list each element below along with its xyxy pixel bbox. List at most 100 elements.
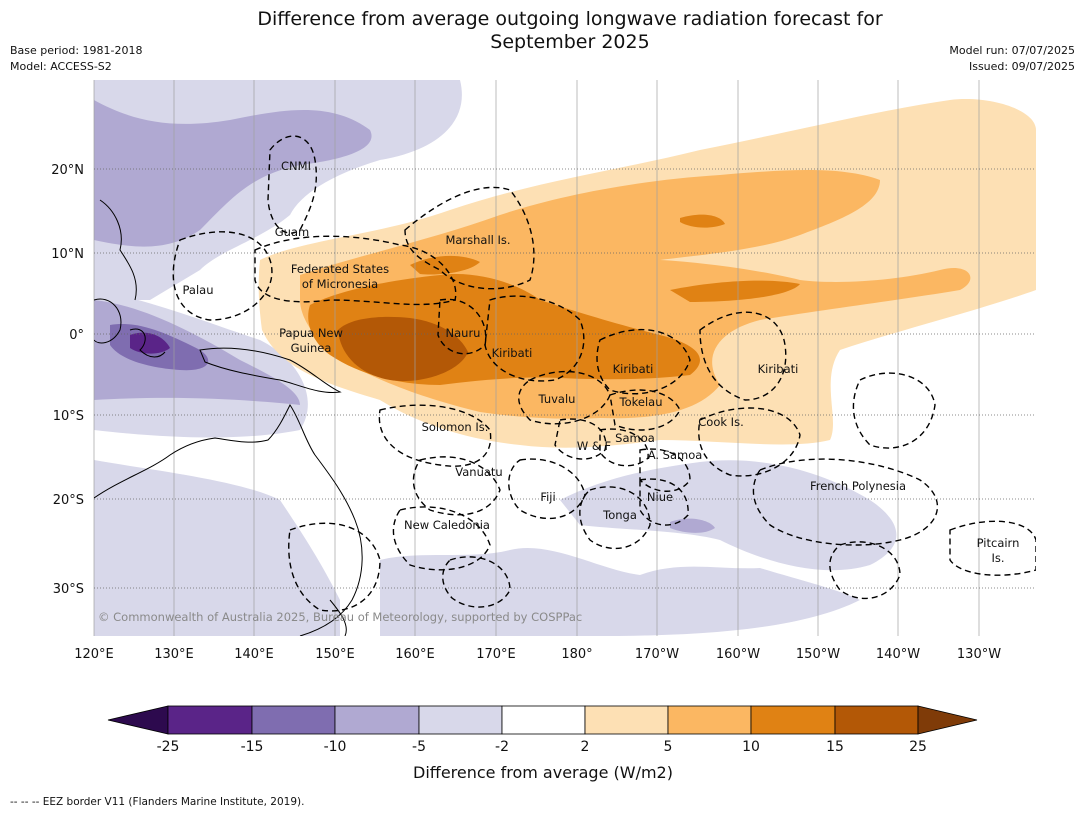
anomaly-field [94,80,1036,636]
colorbar-tick: -10 [324,739,347,755]
colorbar: -25 -15 -10 -5 -2 2 5 10 15 25 Differenc… [107,705,978,782]
label-niue: Niue [647,490,673,504]
label-pitcairn-line2: Is. [991,551,1004,565]
colorbar-tick: 2 [581,739,590,755]
colorbar-segment [501,705,586,735]
colorbar-segment [334,705,420,735]
lon-label: 170°E [476,647,516,662]
issued-date: Issued: 09/07/2025 [968,60,1075,73]
lat-label: 30°S [53,582,84,597]
label-palau: Palau [183,283,214,297]
colorbar-segment [834,705,919,735]
anomaly-neg5-southpac [670,518,715,533]
sulawesi-coast [129,328,166,358]
label-samoa: Samoa [615,431,655,445]
colorbar-segment [418,705,503,735]
copyright-notice: © Commonwealth of Australia 2025, Bureau… [98,610,582,624]
anomaly-neg2-southpac [560,460,897,571]
label-vanuatu: Vanuatu [455,465,502,479]
lon-label: 130°W [957,647,1001,662]
meta-left: Base period: 1981-2018 Model: ACCESS-S2 [10,43,142,75]
label-kiribati-west: Kiribati [492,346,533,360]
label-new-caledonia: New Caledonia [404,518,490,532]
colorbar-title: Difference from average (W/m2) [413,763,673,782]
label-png-line2: Guinea [291,341,332,355]
lon-label: 170°W [635,647,679,662]
anomaly-neg2-tasman [94,460,340,636]
label-guam: Guam [275,225,309,239]
place-labels: CNMI Guam Marshall Is. Federated States … [183,159,1020,565]
colorbar-segment [251,705,336,735]
philippines-coast [99,199,137,301]
colorbar-tick: 5 [664,739,673,755]
colorbar-tick: -2 [495,739,509,755]
label-fsm-line1: Federated States [291,262,389,276]
title-line-1: Difference from average outgoing longwav… [257,8,883,30]
latitude-labels: 20°N 10°N 0° 10°S 20°S 30°S [51,163,84,597]
anomaly-neg5-north [94,100,372,247]
new-zealand-coast [329,599,347,636]
lat-label: 0° [69,328,84,343]
label-solomon: Solomon Is. [422,420,489,434]
model-run: Model run: 07/07/2025 [949,44,1075,57]
anomaly-neg15-westpac [130,332,170,354]
lat-label: 20°S [53,493,84,508]
label-fsm-line2: of Micronesia [302,277,378,291]
borneo-coast [94,298,122,344]
colorbar-tick: 10 [742,739,760,755]
anomaly-pos15-core [338,316,468,382]
meta-right: Model run: 07/07/2025 Issued: 09/07/2025 [949,43,1075,75]
label-tokelau: Tokelau [619,395,663,409]
label-cook: Cook Is. [698,415,743,429]
label-kiribati-central: Kiribati [613,362,654,376]
lon-label: 120°E [74,647,114,662]
lat-label: 10°S [53,409,84,424]
lon-label: 150°E [315,647,355,662]
lon-label: 130°E [154,647,194,662]
lon-label: 160°W [716,647,760,662]
label-tonga: Tonga [602,508,637,522]
colorbar-tick: -25 [157,739,180,755]
label-png-line1: Papua New [279,326,343,340]
label-nauru: Nauru [446,326,481,340]
colorbar-segment [584,705,669,735]
anomaly-pos10-nn [680,214,725,228]
colorbar-tick: -5 [412,739,426,755]
base-period: Base period: 1981-2018 [10,44,143,57]
label-wallis-futuna: W & F [577,439,611,453]
anomaly-pos10-north [410,255,480,275]
lon-label: 150°W [796,647,840,662]
label-tuvalu: Tuvalu [538,392,576,406]
colorbar-segment [667,705,752,735]
longitude-labels: 120°E 130°E 140°E 150°E 160°E 170°E 180°… [74,647,1001,662]
label-marshall: Marshall Is. [445,233,510,247]
label-fiji: Fiji [540,490,555,504]
australia-coast [94,404,363,636]
coastlines [94,199,363,636]
label-kiribati-east: Kiribati [758,362,799,376]
label-american-samoa: A. Samoa [648,448,703,462]
lat-label: 20°N [51,163,84,178]
graticule [93,80,1036,636]
colorbar-min-arrow [107,705,169,735]
label-cnmi: CNMI [281,159,311,173]
eez-footnote: -- -- -- EEZ border V11 (Flanders Marine… [10,796,305,808]
map-title: Difference from average outgoing longwav… [0,8,1085,54]
lon-label: 180° [561,647,592,662]
eez-borders [172,135,1036,612]
colorbar-segment [750,705,836,735]
colorbar-tick: -15 [241,739,264,755]
label-pitcairn-line1: Pitcairn [977,536,1020,550]
lon-label: 160°E [395,647,435,662]
colorbar-max-arrow [917,705,978,735]
lon-label: 140°E [234,647,274,662]
colorbar-tick: 15 [826,739,844,755]
model-name: Model: ACCESS-S2 [10,60,112,73]
anomaly-pos10-ne [670,280,800,302]
title-line-2: September 2025 [490,31,650,53]
label-french-polynesia: French Polynesia [810,479,906,493]
ocean-map: CNMI Guam Marshall Is. Federated States … [51,80,1036,782]
colorbar-tick: 25 [909,739,927,755]
anomaly-neg2-south [380,547,860,636]
lon-label: 140°W [876,647,920,662]
